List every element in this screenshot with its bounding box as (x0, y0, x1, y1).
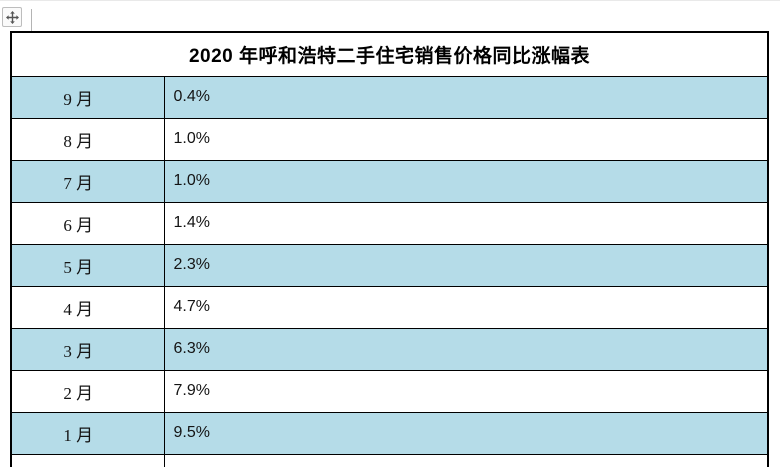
price-table: 2020 年呼和浩特二手住宅销售价格同比涨幅表 9 月 0.4% 8 月 1.0… (10, 31, 769, 467)
table-row: 3 月 6.3% (10, 327, 769, 371)
table-move-handle[interactable] (2, 7, 22, 27)
table-row: 9 月 0.4% (10, 75, 769, 119)
table-row: 4 月 4.7% (10, 285, 769, 329)
value-cell[interactable]: 0.4% (163, 75, 769, 119)
month-cell[interactable]: 7 月 (10, 159, 165, 203)
value-cell[interactable]: 4.7% (163, 285, 769, 329)
value-cell[interactable]: 1.4% (163, 201, 769, 245)
month-cell[interactable]: 2 月 (10, 369, 165, 413)
month-cell-empty[interactable] (10, 453, 165, 467)
table-row: 1 月 9.5% (10, 411, 769, 455)
table-title-row: 2020 年呼和浩特二手住宅销售价格同比涨幅表 (10, 31, 769, 77)
value-cell[interactable]: 9.5% (163, 411, 769, 455)
page-top-edge (0, 0, 780, 1)
table-row: 5 月 2.3% (10, 243, 769, 287)
month-cell[interactable]: 4 月 (10, 285, 165, 329)
value-cell[interactable]: 2.3% (163, 243, 769, 287)
month-cell[interactable]: 3 月 (10, 327, 165, 371)
value-cell[interactable]: 6.3% (163, 327, 769, 371)
text-cursor (31, 9, 32, 31)
value-cell[interactable]: 1.0% (163, 117, 769, 161)
month-cell[interactable]: 6 月 (10, 201, 165, 245)
month-cell[interactable]: 8 月 (10, 117, 165, 161)
table-row: 2 月 7.9% (10, 369, 769, 413)
month-cell[interactable]: 1 月 (10, 411, 165, 455)
table-row: 6 月 1.4% (10, 201, 769, 245)
month-cell[interactable]: 9 月 (10, 75, 165, 119)
table-body: 9 月 0.4% 8 月 1.0% 7 月 1.0% 6 月 1.4% 5 月 … (10, 75, 769, 455)
value-cell-empty[interactable] (163, 453, 769, 467)
value-cell[interactable]: 7.9% (163, 369, 769, 413)
value-cell[interactable]: 1.0% (163, 159, 769, 203)
table-row-partial (10, 453, 769, 467)
table-title[interactable]: 2020 年呼和浩特二手住宅销售价格同比涨幅表 (10, 31, 769, 77)
four-direction-move-icon (5, 10, 19, 24)
table-row: 7 月 1.0% (10, 159, 769, 203)
table-row: 8 月 1.0% (10, 117, 769, 161)
month-cell[interactable]: 5 月 (10, 243, 165, 287)
